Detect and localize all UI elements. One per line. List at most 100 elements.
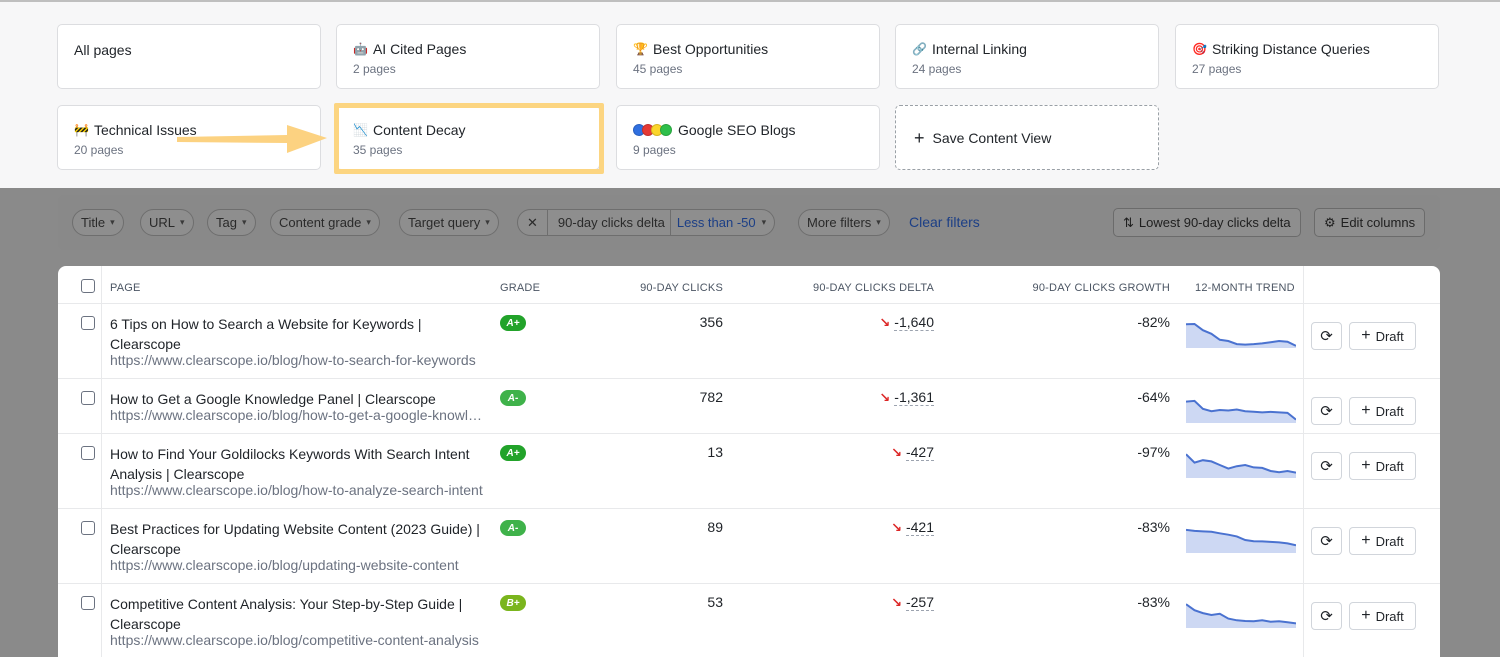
draft-button[interactable]: + Draft: [1349, 452, 1416, 480]
refresh-icon: ⟳: [1320, 608, 1333, 625]
page-url[interactable]: https://www.clearscope.io/blog/competiti…: [110, 632, 479, 648]
clicks-value: 53: [707, 594, 723, 610]
sparkline-line: [1186, 528, 1296, 547]
header-clicks[interactable]: 90-DAY CLICKS: [640, 282, 723, 294]
page-url[interactable]: https://www.clearscope.io/blog/how-to-an…: [110, 482, 483, 498]
view-title: Technical Issues: [93, 122, 197, 138]
chevron-down-icon: ▾: [761, 217, 767, 227]
grade-badge: A-: [500, 390, 526, 406]
save-content-view-button[interactable]: + Save Content View: [895, 105, 1159, 170]
trending-down-icon: ↘: [891, 519, 902, 535]
view-card-all-pages[interactable]: All pages: [57, 24, 321, 89]
view-card-content-decay[interactable]: 📉 Content Decay 35 pages: [336, 105, 600, 170]
view-page-count: 24 pages: [912, 62, 962, 76]
plus-icon: +: [1361, 532, 1371, 549]
draft-label: Draft: [1375, 328, 1404, 344]
filter-title[interactable]: Title ▾: [72, 209, 124, 236]
view-card-ai-cited-pages[interactable]: 🤖 AI Cited Pages 2 pages: [336, 24, 600, 89]
header-12-month-trend[interactable]: 12-MONTH TREND: [1195, 282, 1295, 294]
draft-button[interactable]: + Draft: [1349, 322, 1416, 350]
header-clicks-delta[interactable]: 90-DAY CLICKS DELTA: [813, 282, 934, 294]
page-title-link[interactable]: How to Find Your Goldilocks Keywords Wit…: [110, 446, 470, 482]
content-views-panel: All pages 🤖 AI Cited Pages 2 pages 🏆 Best …: [0, 0, 1500, 188]
sparkline-area: [1186, 529, 1296, 553]
refresh-button[interactable]: ⟳: [1311, 527, 1342, 555]
filter-clicks-delta[interactable]: ✕ 90-day clicks delta Less than -50 ▾: [517, 209, 776, 236]
row-checkbox[interactable]: [81, 316, 95, 330]
row-divider: [58, 583, 1440, 584]
filter-value: Less than -50: [676, 215, 756, 230]
filter-label: 90-day clicks delta: [548, 210, 671, 235]
edit-columns-button[interactable]: ⚙ Edit columns: [1314, 208, 1426, 237]
refresh-button[interactable]: ⟳: [1311, 452, 1342, 480]
clear-filters-link[interactable]: Clear filters: [909, 214, 980, 230]
filter-target-query[interactable]: Target query ▾: [399, 209, 499, 236]
page-title-link[interactable]: Best Practices for Updating Website Cont…: [110, 521, 480, 557]
page-url[interactable]: https://www.clearscope.io/blog/how-to-ge…: [110, 407, 488, 423]
edit-columns-label: Edit columns: [1340, 215, 1416, 230]
draft-button[interactable]: + Draft: [1349, 397, 1416, 425]
sort-icon: ⇅: [1123, 214, 1134, 230]
clicks-delta: ↘ -427: [891, 444, 934, 461]
select-all-checkbox[interactable]: [81, 279, 95, 293]
sparkline-line: [1186, 322, 1296, 347]
plus-icon: +: [1361, 327, 1371, 344]
page-url[interactable]: https://www.clearscope.io/blog/how-to-se…: [110, 352, 476, 368]
delta-value: -427: [905, 444, 934, 461]
view-title: AI Cited Pages: [372, 41, 467, 57]
view-card-striking-distance[interactable]: 🎯 Striking Distance Queries 27 pages: [1175, 24, 1439, 89]
growth-value: -64%: [1137, 389, 1170, 405]
draft-label: Draft: [1375, 403, 1404, 419]
refresh-icon: ⟳: [1320, 533, 1333, 550]
target-icon: 🎯: [1192, 42, 1207, 56]
grade-badge: A-: [500, 520, 526, 536]
draft-button[interactable]: + Draft: [1349, 527, 1416, 555]
draft-label: Draft: [1375, 458, 1404, 474]
chevron-down-icon: ▾: [485, 217, 490, 227]
clicks-delta: ↘ -257: [891, 594, 934, 611]
clicks-value: 13: [707, 444, 723, 460]
refresh-icon: ⟳: [1320, 328, 1333, 345]
more-filters-button[interactable]: More filters ▾: [798, 209, 890, 236]
draft-button[interactable]: + Draft: [1349, 602, 1416, 630]
chevron-down-icon: ▾: [241, 217, 247, 227]
filter-content-grade[interactable]: Content grade ▾: [270, 209, 380, 236]
row-checkbox[interactable]: [81, 596, 95, 610]
page-title-link[interactable]: 6 Tips on How to Search a Website for Ke…: [110, 316, 422, 352]
row-checkbox[interactable]: [81, 446, 95, 460]
page-title-link[interactable]: Competitive Content Analysis: Your Step-…: [110, 596, 463, 632]
trend-sparkline: [1186, 322, 1296, 348]
draft-label: Draft: [1375, 608, 1404, 624]
refresh-button[interactable]: ⟳: [1311, 397, 1342, 425]
trending-down-icon: ↘: [879, 314, 891, 330]
sparkline-line: [1186, 603, 1296, 625]
filter-url[interactable]: URL ▾: [140, 209, 194, 236]
view-page-count: 20 pages: [74, 143, 124, 157]
chevron-down-icon: ▾: [110, 217, 115, 227]
clicks-value: 356: [699, 314, 723, 330]
refresh-button[interactable]: ⟳: [1311, 602, 1342, 630]
filter-tag[interactable]: Tag ▾: [207, 209, 256, 236]
header-clicks-growth[interactable]: 90-DAY CLICKS GROWTH: [1032, 282, 1170, 294]
sort-button[interactable]: ⇅ Lowest 90-day clicks delta: [1113, 208, 1301, 237]
chevron-down-icon: ▾: [876, 217, 881, 227]
view-card-google-seo-blogs[interactable]: Google SEO Blogs 9 pages: [616, 105, 880, 170]
row-divider: [58, 378, 1440, 379]
trend-sparkline: [1186, 453, 1296, 478]
refresh-button[interactable]: ⟳: [1311, 322, 1342, 350]
header-grade[interactable]: GRADE: [500, 282, 541, 294]
header-page[interactable]: PAGE: [110, 282, 141, 294]
delta-value: -1,361: [894, 389, 934, 406]
page-url[interactable]: https://www.clearscope.io/blog/updating-…: [110, 557, 459, 573]
remove-filter-icon[interactable]: ✕: [518, 210, 548, 235]
view-card-best-opportunities[interactable]: 🏆 Best Opportunities 45 pages: [616, 24, 880, 89]
row-checkbox[interactable]: [81, 521, 95, 535]
save-view-label: Save Content View: [932, 129, 1052, 146]
page-title-link[interactable]: How to Get a Google Knowledge Panel | Cl…: [110, 391, 436, 407]
row-divider: [58, 433, 1440, 434]
view-card-internal-linking[interactable]: 🔗 Internal Linking 24 pages: [895, 24, 1159, 89]
row-checkbox[interactable]: [81, 391, 95, 405]
sparkline-area: [1186, 324, 1296, 348]
link-icon: 🔗: [912, 42, 927, 56]
trend-sparkline: [1186, 528, 1296, 553]
